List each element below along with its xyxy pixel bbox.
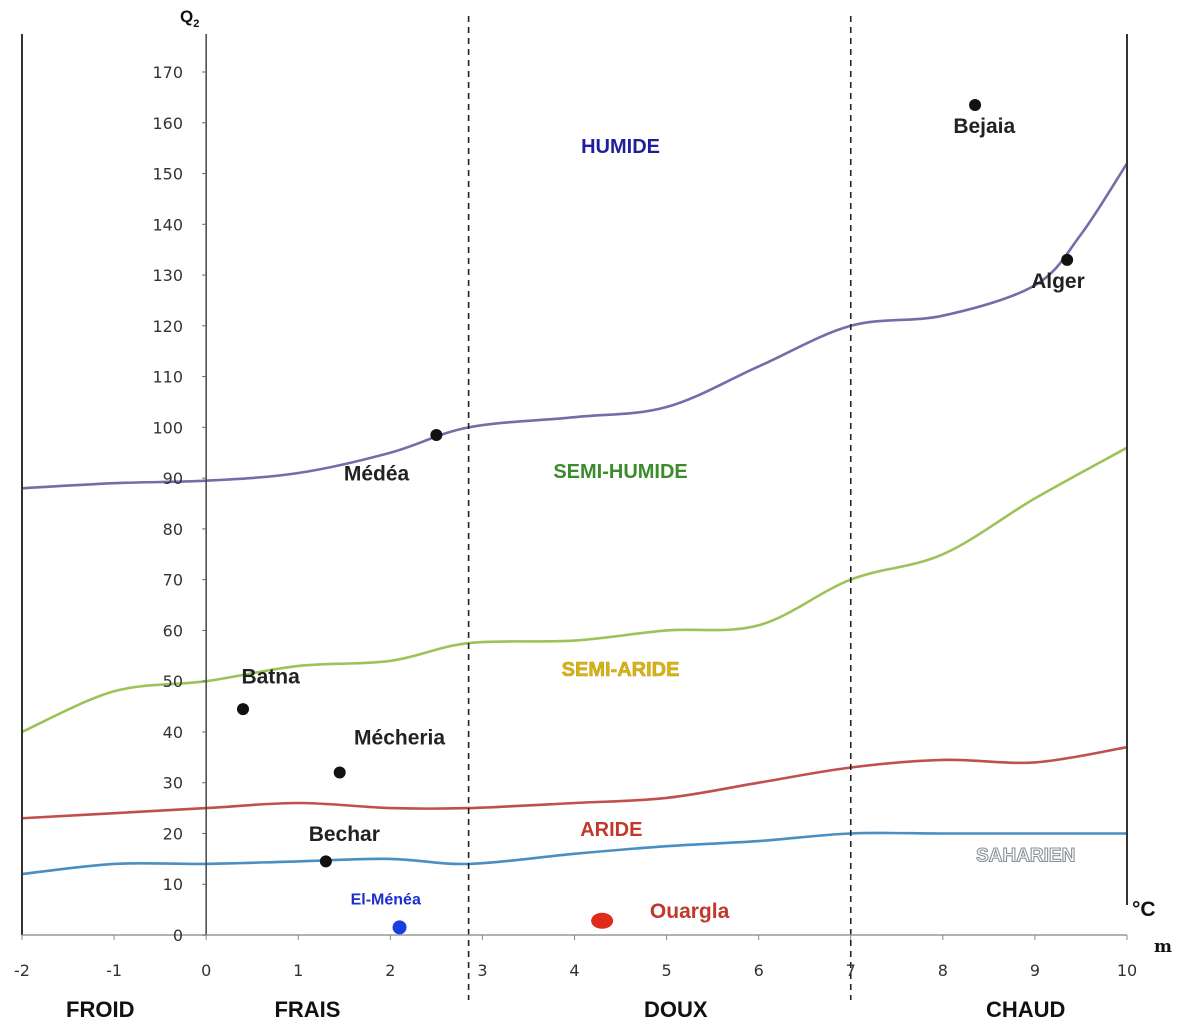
y-tick-label: 100: [152, 418, 183, 437]
x-tick-label: 10: [1117, 961, 1137, 980]
boundary-curve-1: [21, 446, 1128, 734]
station-point-mcheria: [333, 766, 346, 779]
x-tick-label: 9: [1030, 961, 1040, 980]
y-tick-label: 60: [163, 621, 183, 640]
x-tick-label: 0: [201, 961, 211, 980]
x-tick-label: 3: [477, 961, 487, 980]
region-label-frais: FRAIS: [274, 997, 340, 1022]
y-axis-title: Q2: [180, 7, 199, 30]
zone-label-humide: HUMIDE: [581, 136, 660, 158]
x-tick-label: 8: [938, 961, 948, 980]
region-label-doux: DOUX: [644, 997, 708, 1022]
boundary-curve-2: [21, 745, 1128, 820]
station-point-bechar: [319, 855, 332, 868]
y-tick-label: 0: [173, 926, 183, 945]
station-label-alger: Alger: [1031, 270, 1085, 293]
station-point-ouargla: [591, 912, 614, 929]
station-label-ouargla: Ouargla: [650, 900, 730, 923]
x-tick-label: 5: [661, 961, 671, 980]
y-tick-label: 160: [152, 114, 183, 133]
station-point-elmna: [392, 920, 407, 935]
y-tick-label: 110: [152, 368, 183, 387]
zone-label-aride: ARIDE: [580, 819, 642, 841]
station-label-bejaia: Bejaia: [953, 115, 1015, 138]
boundary-curve-3: [21, 831, 1127, 876]
y-tick-label: 30: [163, 774, 183, 793]
x-tick-label: 2: [385, 961, 395, 980]
y-tick-label: 20: [163, 824, 183, 843]
x-tick-label: 7: [846, 961, 856, 980]
zone-label-semi-humide: SEMI-HUMIDE: [553, 461, 687, 483]
station-point-batna: [237, 703, 249, 716]
x-tick-label: 4: [569, 961, 579, 980]
zone-label-saharien: SAHARIEN: [976, 845, 1075, 866]
region-label-chaud: CHAUD: [986, 997, 1065, 1022]
x-tick-label: 6: [754, 961, 764, 980]
y-tick-label: 150: [152, 165, 183, 184]
y-tick-label: 90: [163, 469, 183, 488]
station-label-elmna: El-Ménéa: [351, 892, 421, 909]
station-label-bechar: Bechar: [309, 823, 380, 846]
station-point-mda: [430, 428, 443, 441]
station-label-mcheria: Mécheria: [354, 727, 445, 750]
y-tick-label: 10: [163, 875, 183, 894]
y-tick-label: 120: [152, 317, 183, 336]
station-point-alger: [1061, 253, 1074, 266]
region-label-froid: FROID: [66, 997, 134, 1022]
y-tick-label: 130: [152, 266, 183, 285]
x-unit-label: °C: [1132, 898, 1156, 921]
y-tick-label: 140: [152, 215, 183, 234]
y-tick-label: 70: [163, 571, 183, 590]
x-tick-label: -1: [106, 961, 122, 980]
x-axis-title: m: [1154, 937, 1172, 957]
station-label-batna: Batna: [241, 666, 300, 689]
boundary-curve-0: [21, 162, 1129, 490]
x-tick-label: -2: [14, 961, 30, 980]
station-point-bejaia: [969, 98, 982, 111]
y-tick-label: 170: [152, 63, 183, 82]
zone-label-semi-aride: SEMI-ARIDE: [562, 659, 680, 681]
y-tick-label: 80: [163, 520, 183, 539]
y-tick-label: 40: [163, 723, 183, 742]
y-tick-label: 50: [163, 672, 183, 691]
station-label-mda: Médéa: [344, 463, 410, 486]
x-tick-label: 1: [293, 961, 303, 980]
